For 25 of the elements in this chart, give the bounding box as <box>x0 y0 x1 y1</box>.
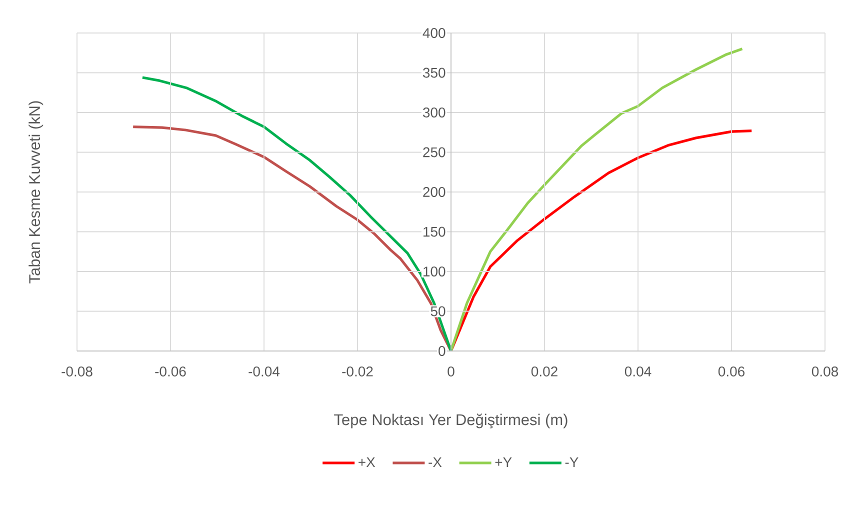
x-tick-label: 0.08 <box>812 366 838 376</box>
y-tick-label: 100 <box>424 266 446 276</box>
y-tick-label: 0 <box>438 346 446 356</box>
y-axis-title: Taban Kesme Kuvveti (kN) <box>28 101 44 284</box>
x-tick-label: 0 <box>448 366 454 376</box>
legend-label: +Y <box>495 457 512 468</box>
x-tick-label: 0.04 <box>624 366 652 376</box>
x-tick-label: -0.04 <box>248 366 280 376</box>
x-tick-label: -0.02 <box>342 366 373 376</box>
y-tick-label: 350 <box>422 68 446 78</box>
x-tick-label: -0.06 <box>155 366 186 376</box>
y-tick-label: 300 <box>422 108 446 118</box>
x-tick-label: 0.02 <box>531 366 558 376</box>
line-series <box>450 48 744 352</box>
y-tick-label: 400 <box>422 28 446 38</box>
x-tick-label: -0.08 <box>62 366 92 376</box>
legend-label: -X <box>428 457 442 468</box>
legend-label: -Y <box>565 457 578 468</box>
y-tick-label: 200 <box>423 187 446 197</box>
x-axis-title: Tepe Noktası Yer Değiştirmesi (m) <box>334 414 568 428</box>
y-tick-label: 150 <box>424 226 446 237</box>
x-tick-label: 0.06 <box>718 366 745 376</box>
y-tick-label: 250 <box>423 147 446 158</box>
y-tick-label: 50 <box>430 306 446 316</box>
legend-label: +X <box>358 457 376 468</box>
